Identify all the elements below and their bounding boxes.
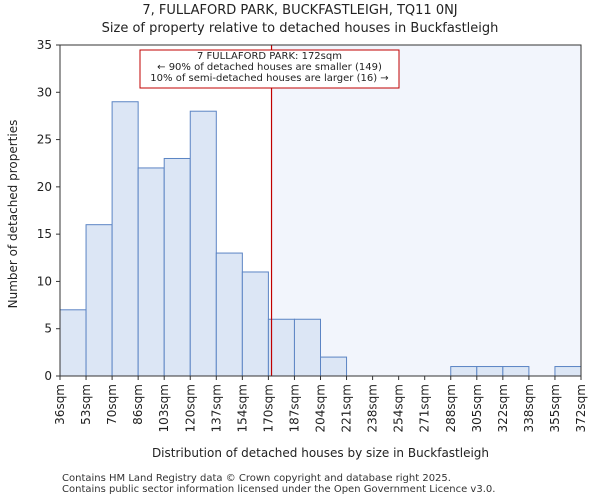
bar-322sqm [502,366,530,377]
y-tick-label-0: 0 [44,369,52,383]
y-tick-label-30: 30 [37,85,52,99]
x-tick-label-254sqm: 254sqm [392,384,406,432]
bar-187sqm [293,318,322,377]
bar-355sqm [554,366,582,377]
y-tick-label-20: 20 [37,180,52,194]
annotation-line-3: 10% of semi-detached houses are larger (… [150,73,389,84]
x-tick-label-355sqm: 355sqm [548,384,562,432]
x-tick-label-103sqm: 103sqm [157,384,171,432]
x-tick-label-154sqm: 154sqm [235,384,249,432]
bar-137sqm [215,252,243,377]
annotation-box [139,49,400,89]
bar-70sqm [111,101,139,377]
x-tick-label-288sqm: 288sqm [444,384,458,432]
bar-154sqm [241,271,269,377]
annotation-line-1: 7 FULLAFORD PARK: 172sqm [197,51,342,62]
x-tick-label-271sqm: 271sqm [418,384,432,432]
x-tick-label-86sqm: 86sqm [131,384,145,425]
x-tick-label-305sqm: 305sqm [470,384,484,432]
bar-53sqm [85,224,113,377]
bar-103sqm [163,157,191,377]
x-tick-label-238sqm: 238sqm [366,384,380,432]
bar-36sqm [59,309,87,377]
chart-subtitle: Size of property relative to detached ho… [101,21,499,36]
x-tick-label-204sqm: 204sqm [314,384,328,432]
x-tick-label-338sqm: 338sqm [522,384,536,432]
annotation-line-2: ← 90% of detached houses are smaller (14… [157,62,382,73]
y-tick-label-5: 5 [44,322,52,336]
y-tick-label-35: 35 [37,38,52,52]
footer-line-1: Contains HM Land Registry data © Crown c… [62,473,451,484]
bar-305sqm [476,366,504,377]
chart-title: 7, FULLAFORD PARK, BUCKFASTLEIGH, TQ11 0… [142,3,458,18]
y-tick-label-25: 25 [37,133,52,147]
y-tick-label-15: 15 [37,227,52,241]
bar-86sqm [137,167,165,377]
highlight-region [271,45,581,376]
x-tick-label-170sqm: 170sqm [261,384,275,432]
x-tick-label-221sqm: 221sqm [340,384,354,432]
x-tick-label-137sqm: 137sqm [209,384,223,432]
x-tick-label-372sqm: 372sqm [574,384,588,432]
x-tick-label-187sqm: 187sqm [287,384,301,432]
y-axis-label: Number of detached properties [6,119,20,309]
x-tick-label-120sqm: 120sqm [183,384,197,432]
bar-120sqm [189,110,217,377]
x-tick-label-36sqm: 36sqm [53,384,67,425]
footer-line-2: Contains public sector information licen… [62,484,496,495]
bar-288sqm [450,366,478,377]
x-tick-label-53sqm: 53sqm [79,384,93,425]
x-tick-label-322sqm: 322sqm [496,384,510,432]
bar-170sqm [267,318,295,377]
x-tick-label-70sqm: 70sqm [105,384,119,425]
bar-204sqm [320,356,348,377]
x-axis-label: Distribution of detached houses by size … [151,446,490,460]
y-tick-label-10: 10 [37,274,52,288]
